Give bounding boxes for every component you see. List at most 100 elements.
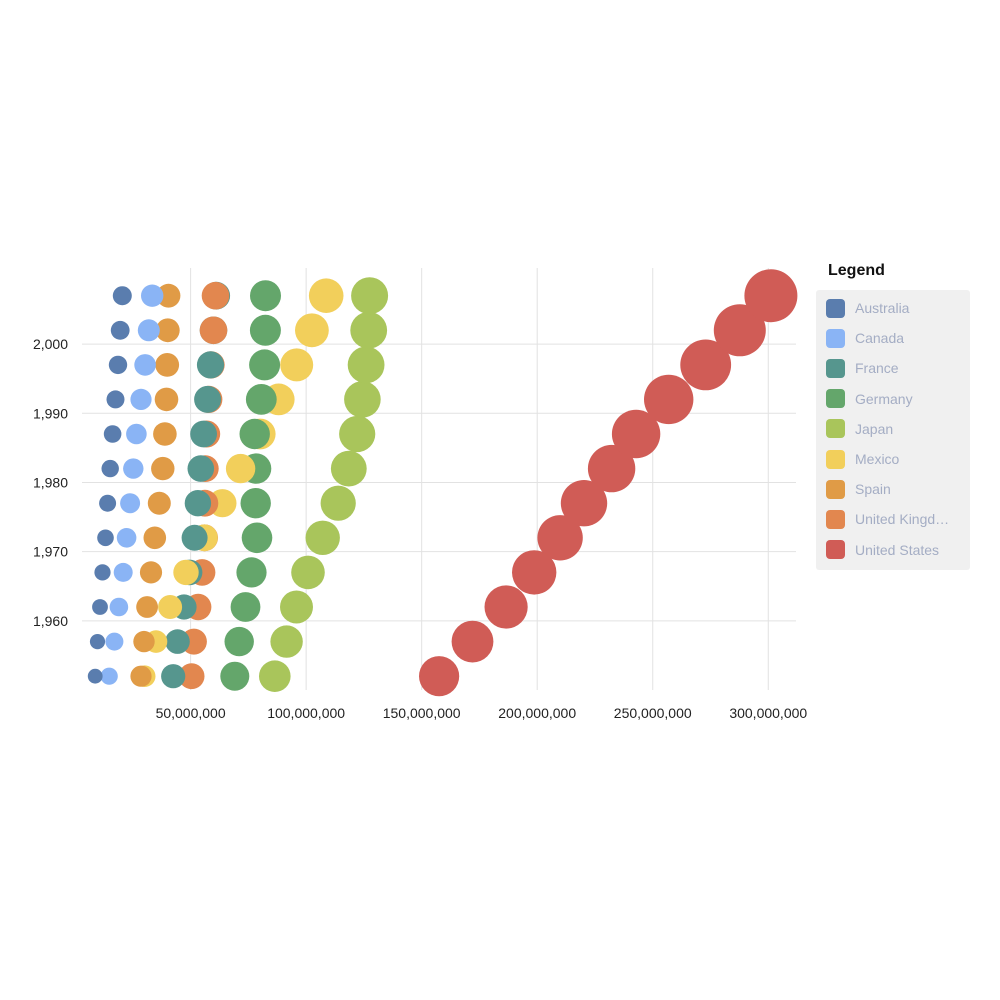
legend-item-france[interactable]: France [826, 353, 966, 383]
bubble-mexico-2002[interactable] [295, 313, 329, 348]
legend-item-germany[interactable]: Germany [826, 384, 966, 414]
bubble-canada-1997[interactable] [134, 354, 156, 376]
bubble-spain-1967[interactable] [139, 561, 163, 584]
bubble-japan-2007[interactable] [351, 277, 389, 315]
bubble-united-kingdom-2007[interactable] [201, 281, 230, 310]
bubble-australia-1962[interactable] [92, 599, 108, 615]
bubble-france-1987[interactable] [190, 420, 218, 448]
bubble-australia-2002[interactable] [110, 320, 130, 340]
legend-item-japan[interactable]: Japan [826, 414, 966, 444]
bubble-spain-1972[interactable] [143, 526, 167, 550]
legend-item-canada[interactable]: Canada [826, 323, 966, 353]
bubble-united-kingdom-2002[interactable] [199, 316, 228, 345]
bubble-germany-1952[interactable] [220, 661, 250, 691]
bubble-france-1997[interactable] [196, 351, 225, 379]
legend-item-australia[interactable]: Australia [826, 293, 966, 323]
bubble-australia-1967[interactable] [94, 564, 111, 581]
legend-item-united-kingdom[interactable]: United Kingd… [826, 504, 966, 534]
bubble-japan-1997[interactable] [347, 346, 385, 384]
bubble-japan-1957[interactable] [270, 625, 303, 658]
bubble-germany-1957[interactable] [224, 626, 254, 657]
bubble-germany-1992[interactable] [245, 384, 277, 415]
bubble-united-states-1982[interactable] [587, 444, 636, 493]
bubble-japan-1977[interactable] [320, 485, 356, 521]
bubble-germany-1997[interactable] [249, 349, 281, 381]
bubble-germany-1977[interactable] [240, 488, 271, 519]
bubble-united-states-1987[interactable] [611, 409, 661, 459]
legend-title: Legend [828, 262, 885, 279]
bubble-united-states-2002[interactable] [713, 304, 766, 357]
bubble-japan-1982[interactable] [330, 450, 367, 487]
bubble-france-1952[interactable] [161, 664, 186, 689]
bubble-canada-2007[interactable] [141, 284, 164, 307]
bubble-united-states-1977[interactable] [560, 480, 608, 527]
bubble-spain-1997[interactable] [155, 353, 180, 377]
bubble-japan-1972[interactable] [305, 520, 340, 555]
bubble-australia-2007[interactable] [112, 286, 132, 306]
bubble-france-1957[interactable] [165, 629, 190, 654]
legend-item-spain[interactable]: Spain [826, 474, 966, 504]
bubble-spain-1952[interactable] [130, 665, 152, 687]
bubble-united-states-1997[interactable] [680, 339, 732, 391]
bubble-spain-1987[interactable] [153, 422, 177, 446]
bubble-mexico-1982[interactable] [225, 453, 256, 484]
bubble-australia-1952[interactable] [87, 668, 103, 684]
bubble-united-states-2007[interactable] [744, 269, 798, 323]
bubble-france-1992[interactable] [194, 385, 222, 413]
bubble-mexico-1967[interactable] [173, 559, 199, 586]
bubble-spain-1992[interactable] [154, 387, 179, 412]
bubble-united-states-1967[interactable] [512, 550, 557, 595]
bubble-spain-2002[interactable] [155, 318, 180, 343]
bubble-australia-1957[interactable] [89, 634, 106, 650]
legend: Australia Canada France Germany Japan Mexico S… [816, 290, 970, 570]
bubble-france-1977[interactable] [184, 490, 212, 517]
bubble-germany-2007[interactable] [250, 280, 281, 312]
bubble-mexico-1997[interactable] [280, 348, 314, 382]
bubble-united-states-1972[interactable] [537, 515, 583, 561]
bubble-japan-1992[interactable] [344, 381, 381, 418]
bubble-mexico-2007[interactable] [308, 278, 344, 314]
bubble-france-1972[interactable] [181, 524, 208, 551]
legend-item-mexico[interactable]: Mexico [826, 444, 966, 474]
bubble-canada-1987[interactable] [126, 423, 147, 445]
bubble-canada-1982[interactable] [123, 458, 144, 479]
bubble-canada-2002[interactable] [137, 319, 160, 342]
bubble-germany-1962[interactable] [230, 592, 261, 622]
legend-item-united-states[interactable]: United States [826, 535, 966, 565]
bubble-canada-1967[interactable] [113, 562, 133, 582]
bubble-spain-1962[interactable] [136, 596, 159, 618]
bubble-spain-2007[interactable] [156, 283, 181, 308]
bubble-germany-1967[interactable] [236, 557, 267, 588]
bubble-canada-1972[interactable] [116, 528, 137, 548]
bubble-canada-1962[interactable] [109, 597, 129, 617]
bubble-united-kingdom-1952[interactable] [178, 663, 205, 690]
bubble-japan-1967[interactable] [291, 555, 325, 590]
bubble-france-1982[interactable] [187, 455, 215, 482]
x-tick-label: 150,000,000 [383, 705, 461, 721]
bubble-australia-1977[interactable] [99, 494, 117, 512]
bubble-australia-1987[interactable] [103, 425, 122, 443]
bubble-australia-1997[interactable] [108, 355, 128, 375]
bubble-australia-1992[interactable] [106, 390, 125, 409]
bubble-canada-1977[interactable] [120, 493, 141, 514]
bubble-germany-1972[interactable] [241, 522, 273, 554]
bubble-canada-1992[interactable] [130, 388, 152, 410]
bubble-spain-1957[interactable] [133, 630, 155, 653]
bubble-germany-1987[interactable] [239, 418, 270, 450]
bubble-united-states-1952[interactable] [419, 656, 460, 697]
bubble-mexico-1962[interactable] [158, 595, 183, 619]
bubble-spain-1977[interactable] [147, 491, 171, 515]
bubble-australia-1982[interactable] [101, 459, 119, 478]
bubble-canada-1952[interactable] [100, 667, 118, 685]
bubble-japan-1952[interactable] [259, 660, 291, 692]
bubble-japan-1962[interactable] [280, 590, 313, 624]
bubble-australia-1972[interactable] [97, 529, 114, 547]
bubble-united-states-1957[interactable] [451, 620, 494, 663]
bubble-japan-2002[interactable] [350, 311, 388, 349]
bubble-japan-1987[interactable] [339, 415, 376, 453]
bubble-spain-1982[interactable] [151, 456, 175, 481]
bubble-canada-1957[interactable] [105, 632, 124, 651]
bubble-germany-2002[interactable] [249, 314, 281, 346]
bubble-united-states-1962[interactable] [484, 585, 528, 629]
bubble-united-states-1992[interactable] [644, 374, 694, 425]
